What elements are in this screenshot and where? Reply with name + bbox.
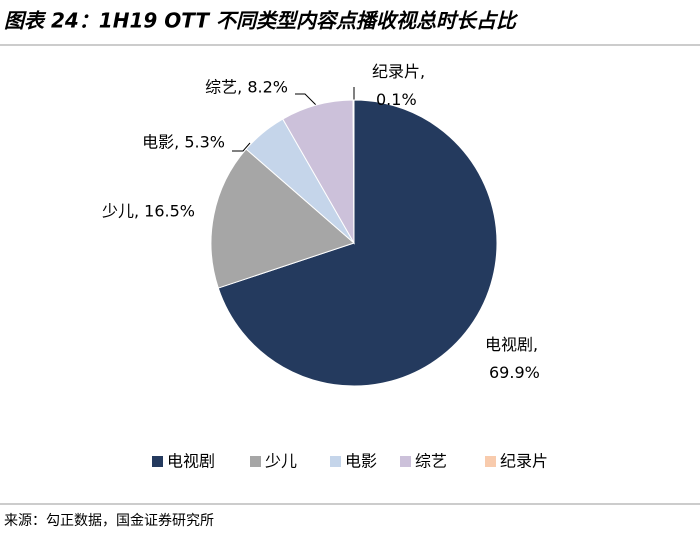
- data-label: 综艺, 8.2%: [205, 78, 288, 97]
- data-label: 少儿, 16.5%: [102, 202, 195, 221]
- legend-swatch: [152, 456, 163, 467]
- legend-swatch: [485, 456, 496, 467]
- legend-label: 电视剧: [167, 452, 215, 471]
- pie-slice: [217, 99, 498, 387]
- legend-swatch: [400, 456, 411, 467]
- legend-swatch: [250, 456, 261, 467]
- data-label: 纪录片, 0.1%: [372, 62, 425, 109]
- data-label: 电影, 5.3%: [142, 133, 225, 152]
- leader-line: [295, 93, 317, 106]
- label-line: 0.1%: [376, 90, 417, 109]
- source: 来源：勾正数据，国金证券研究所: [4, 513, 214, 529]
- legend-label: 综艺: [415, 452, 447, 471]
- label-line: 纪录片,: [372, 62, 425, 81]
- legend-swatch: [330, 456, 341, 467]
- pie-slice: [210, 148, 355, 289]
- chart-title: 图表 24：1H19 OTT 不同类型内容点播收视总时长占比: [4, 9, 519, 33]
- data-label: 电视剧, 69.9%: [485, 335, 540, 382]
- label-line: 电视剧,: [485, 335, 538, 354]
- legend-label: 少儿: [265, 452, 297, 471]
- legend-label: 电影: [345, 452, 377, 471]
- leader-line: [232, 142, 251, 152]
- pie-slice: [352, 99, 355, 244]
- label-line: 69.9%: [489, 363, 540, 382]
- legend-label: 纪录片: [500, 452, 548, 471]
